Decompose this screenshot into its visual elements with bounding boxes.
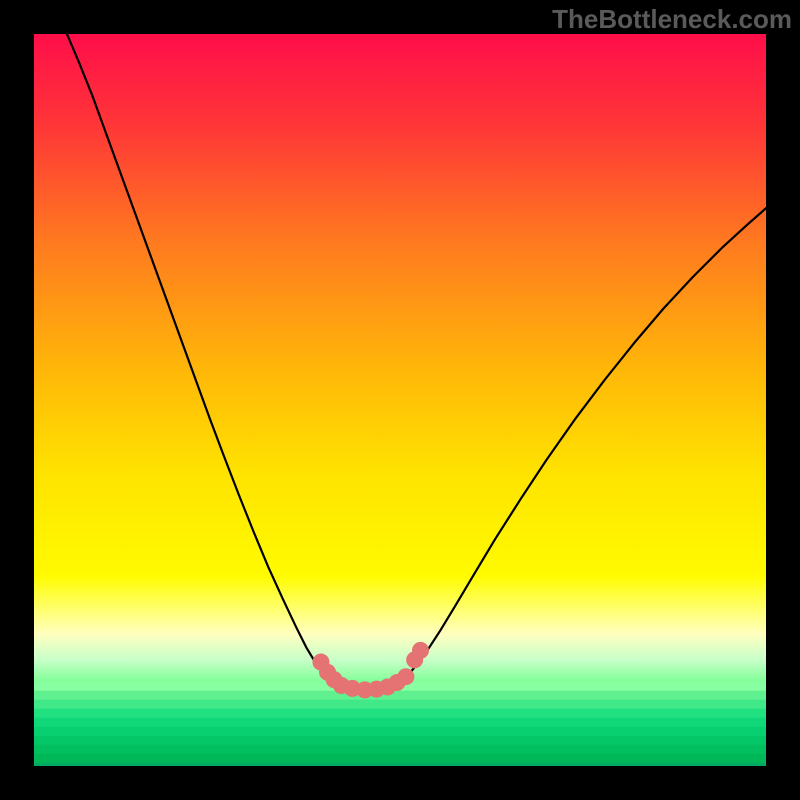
green-band xyxy=(34,745,766,754)
curve-marker xyxy=(397,668,414,685)
green-band xyxy=(34,709,766,718)
watermark-text: TheBottleneck.com xyxy=(552,4,792,35)
green-band xyxy=(34,718,766,727)
green-band xyxy=(34,727,766,736)
green-band xyxy=(34,700,766,709)
chart-svg xyxy=(34,34,766,766)
curve-marker xyxy=(412,642,429,659)
gradient-background xyxy=(34,34,766,766)
green-band xyxy=(34,736,766,745)
green-band xyxy=(34,691,766,700)
chart-container: TheBottleneck.com xyxy=(0,0,800,800)
green-band xyxy=(34,754,766,763)
plot-area xyxy=(34,34,766,766)
